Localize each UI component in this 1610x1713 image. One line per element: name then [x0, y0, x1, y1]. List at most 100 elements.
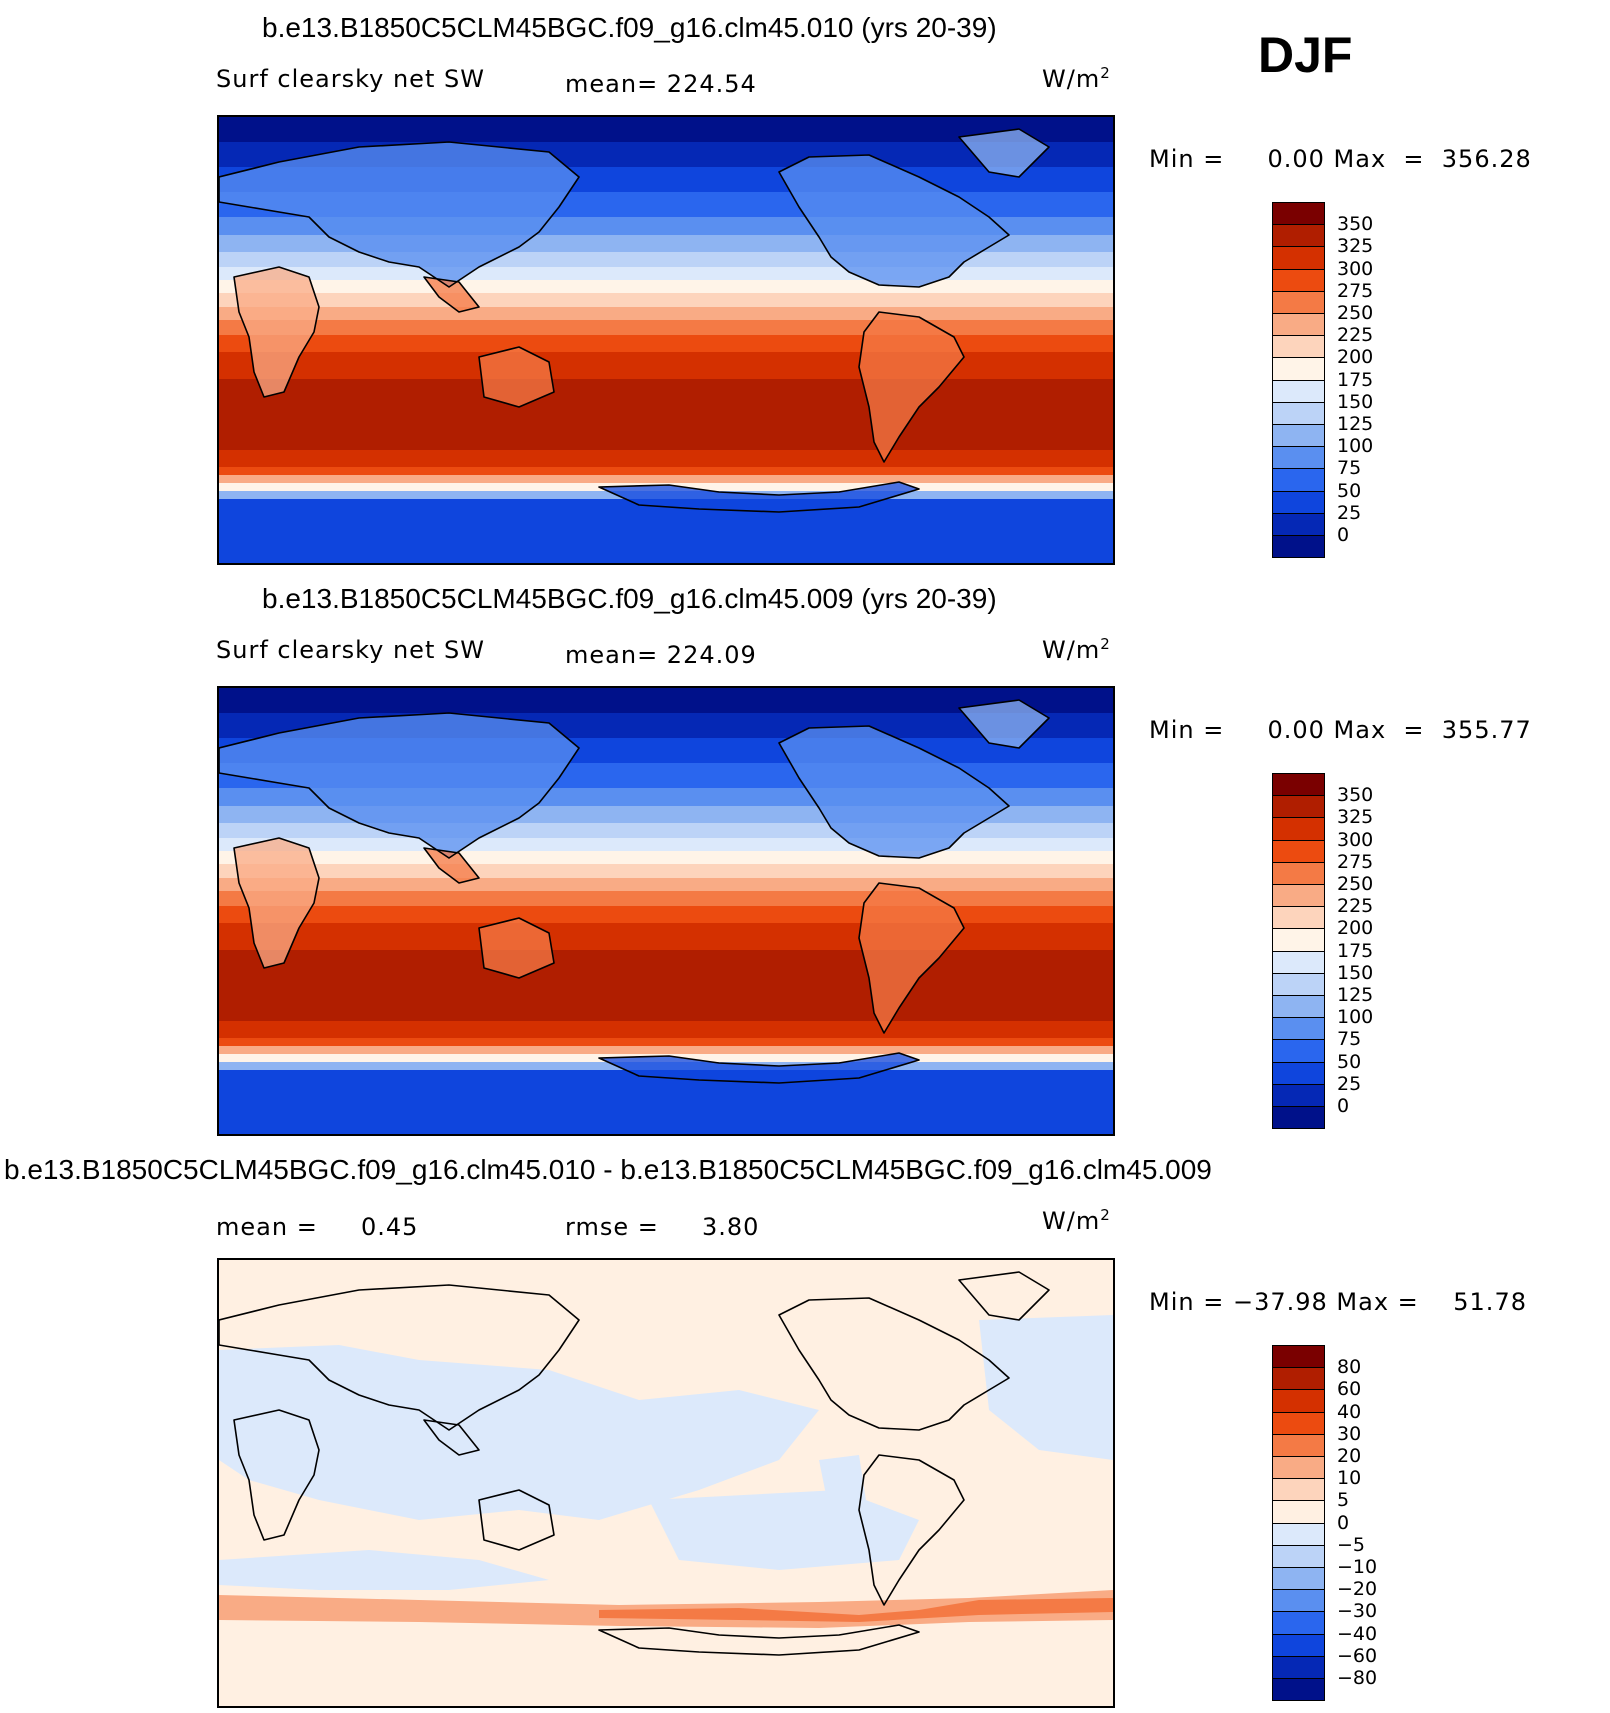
coastline	[219, 141, 580, 288]
colorbar-swatch	[1272, 1039, 1325, 1063]
coastline	[598, 1052, 920, 1084]
coastline	[423, 1419, 480, 1456]
colorbar-swatch	[1272, 268, 1325, 292]
land-region	[234, 838, 319, 968]
latitude-band	[219, 499, 1113, 563]
units-superscript: 2	[1100, 64, 1111, 82]
colorbar-tick-label: −10	[1337, 1556, 1378, 1578]
colorbar-tick-label: 225	[1337, 895, 1374, 918]
colorbar-tick-label: 10	[1337, 1467, 1362, 1490]
latitude-band	[219, 1070, 1113, 1134]
colorbar-swatch	[1272, 884, 1325, 908]
latitude-band	[219, 1038, 1113, 1046]
map-3-svg	[219, 1260, 1113, 1706]
panel-1-map	[217, 115, 1115, 565]
latitude-band	[219, 851, 1113, 864]
coastline	[958, 699, 1050, 749]
colorbar-tick-label: 250	[1337, 302, 1374, 324]
colorbar-swatch	[1272, 1567, 1325, 1591]
colorbar-tick-label: 25	[1337, 1072, 1362, 1095]
colorbar-tick-label: 0	[1337, 524, 1350, 546]
colorbar-tick-label: 325	[1337, 806, 1374, 829]
colorbar-swatch	[1272, 1367, 1325, 1391]
land-region	[779, 155, 1009, 287]
latitude-band	[219, 1046, 1113, 1054]
colorbar-swatch	[1272, 357, 1325, 381]
colorbar-swatch	[1272, 861, 1325, 885]
latitude-band	[219, 878, 1113, 891]
coastline	[778, 725, 1010, 859]
colorbar-swatch	[1272, 1678, 1325, 1702]
season-label: DJF	[1258, 27, 1353, 83]
latitude-band	[219, 252, 1113, 267]
colorbar-tick-label: 5	[1337, 1489, 1350, 1512]
colorbar-swatch	[1272, 1389, 1325, 1413]
panel-2-colorbar	[1272, 773, 1325, 1130]
panel-1-minmax: Min = 0.00 Max = 356.28	[1149, 145, 1532, 173]
coastline	[219, 712, 580, 859]
latitude-band	[219, 335, 1113, 352]
colorbar-swatch	[1272, 246, 1325, 270]
land-overlay	[219, 700, 1049, 1083]
colorbar-tick-label: 200	[1337, 917, 1374, 940]
colorbar-swatch	[1272, 1500, 1325, 1524]
colorbar-tick-label: 20	[1337, 1445, 1362, 1467]
negative-anomaly-region	[979, 1315, 1113, 1460]
negative-anomaly-region	[819, 1455, 869, 1520]
latitude-band	[219, 950, 1113, 1021]
coastline	[598, 1624, 920, 1656]
land-region	[599, 482, 919, 512]
colorbar-tick-label: 75	[1337, 457, 1362, 480]
coastline	[858, 882, 965, 1034]
map-1-svg	[219, 117, 1113, 563]
colorbar-swatch	[1272, 512, 1325, 536]
land-region	[599, 1053, 919, 1083]
panel-2-map	[217, 686, 1115, 1136]
colorbar-swatch	[1272, 468, 1325, 492]
colorbar-swatch	[1272, 1544, 1325, 1568]
colorbar-swatch	[1272, 972, 1325, 996]
coastline	[958, 128, 1050, 178]
coastline	[778, 154, 1010, 288]
land-region	[959, 700, 1049, 748]
colorbar-swatch	[1272, 446, 1325, 470]
coastline	[423, 276, 480, 313]
colorbar-tick-label: 50	[1337, 1050, 1362, 1073]
colorbar-tick-label: 175	[1337, 368, 1374, 391]
colorbar-tick-label: 100	[1337, 435, 1374, 458]
latitude-band	[219, 923, 1113, 950]
colorbar-swatch	[1272, 379, 1325, 403]
negative-anomaly-region	[219, 1345, 819, 1520]
land-region	[424, 277, 479, 312]
coastline	[858, 1454, 965, 1606]
colorbar-tick-label: −30	[1337, 1600, 1378, 1623]
land-region	[859, 312, 964, 462]
coastline	[478, 346, 555, 408]
units-text: W/m	[1042, 65, 1101, 93]
colorbar-tick-label: 25	[1337, 501, 1362, 524]
coastline	[233, 837, 320, 969]
land-region	[479, 347, 554, 407]
colorbar-tick-label: 60	[1337, 1378, 1362, 1401]
colorbar-tick-label: 40	[1337, 1400, 1362, 1423]
colorbar-tick-label: 0	[1337, 1511, 1350, 1534]
colorbar-swatch	[1272, 401, 1325, 425]
latitude-band	[219, 379, 1113, 450]
panel-3-mean: mean = 0.45	[216, 1213, 419, 1241]
units-text: W/m	[1042, 1207, 1101, 1235]
latitude-band	[219, 906, 1113, 923]
colorbar-swatch	[1272, 1345, 1325, 1369]
colorbar-tick-label: 275	[1337, 850, 1374, 873]
colorbar-swatch	[1272, 1633, 1325, 1657]
panel-3-rmse: rmse = 3.80	[565, 1213, 760, 1241]
latitude-band	[219, 823, 1113, 838]
panel-1-colorbar	[1272, 202, 1325, 559]
colorbar-swatch	[1272, 335, 1325, 359]
colorbar-swatch	[1272, 202, 1325, 226]
latitude-band	[219, 307, 1113, 320]
colorbar-tick-label: 30	[1337, 1422, 1362, 1445]
coastlines	[219, 1271, 1050, 1656]
units-superscript: 2	[1100, 635, 1111, 653]
colorbar-tick-label: 125	[1337, 984, 1374, 1006]
colorbar-tick-label: 150	[1337, 390, 1374, 413]
